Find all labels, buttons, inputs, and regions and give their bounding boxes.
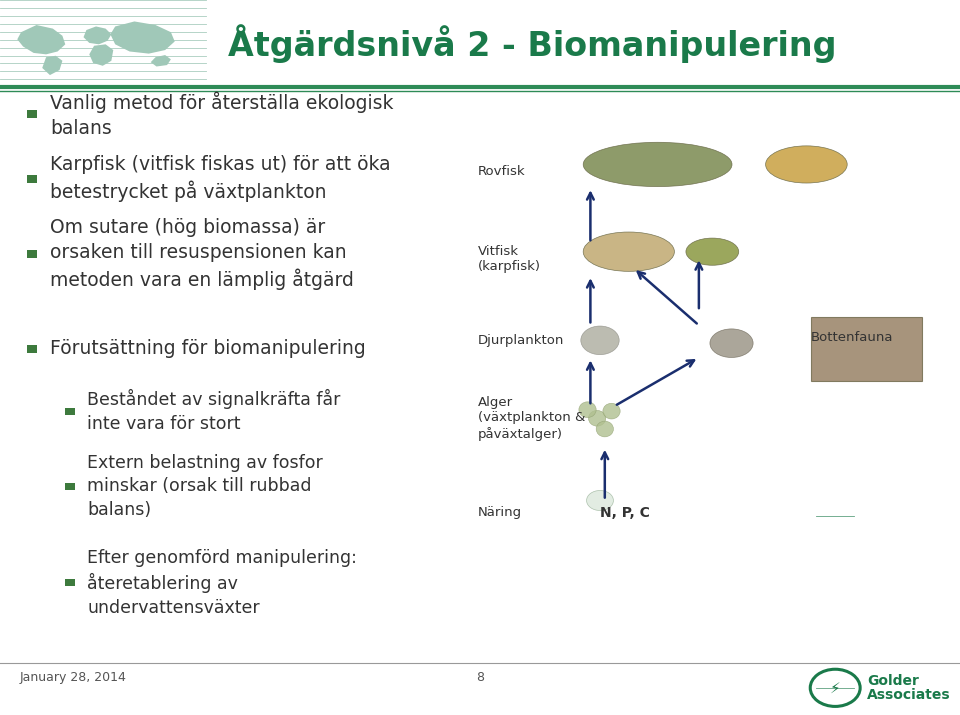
Text: Vitfisk
(karpfisk): Vitfisk (karpfisk)	[478, 245, 541, 273]
Text: Djurplankton: Djurplankton	[478, 334, 564, 347]
Text: Om sutare (hög biomassa) är
orsaken till resuspensionen kan
metoden vara en lämp: Om sutare (hög biomassa) är orsaken till…	[50, 217, 354, 290]
Text: Beståndet av signalkräfta får
inte vara för stort: Beståndet av signalkräfta får inte vara …	[87, 389, 341, 433]
Ellipse shape	[603, 403, 620, 419]
Ellipse shape	[584, 142, 732, 187]
Polygon shape	[17, 25, 65, 54]
Text: Förutsättning för biomanipulering: Förutsättning för biomanipulering	[50, 340, 366, 358]
FancyBboxPatch shape	[811, 317, 922, 381]
Text: January 28, 2014: January 28, 2014	[19, 671, 126, 684]
Text: Alger
(växtplankton &
påväxtalger): Alger (växtplankton & påväxtalger)	[478, 395, 586, 441]
Ellipse shape	[685, 238, 738, 265]
Bar	[65, 579, 75, 586]
Text: Extern belastning av fosfor
minskar (orsak till rubbad
balans): Extern belastning av fosfor minskar (ors…	[87, 453, 323, 519]
Ellipse shape	[765, 146, 847, 183]
Ellipse shape	[584, 232, 675, 272]
Circle shape	[587, 490, 613, 511]
Text: Efter genomförd manipulering:
återetablering av
undervattensväxter: Efter genomförd manipulering: återetable…	[87, 548, 357, 617]
Bar	[27, 345, 37, 352]
Text: Åtgärdsnivå 2 - Biomanipulering: Åtgärdsnivå 2 - Biomanipulering	[228, 24, 837, 63]
Bar	[0, 0, 960, 87]
Polygon shape	[84, 26, 111, 44]
Text: Golder: Golder	[867, 674, 919, 688]
Text: Rovfisk: Rovfisk	[478, 165, 526, 178]
Bar	[27, 250, 37, 257]
Ellipse shape	[709, 329, 753, 358]
Polygon shape	[42, 56, 62, 75]
Bar	[27, 110, 37, 118]
Polygon shape	[110, 21, 175, 54]
Bar	[27, 174, 37, 183]
Text: Karpfisk (vitfisk fiskas ut) för att öka
betestrycket på växtplankton: Karpfisk (vitfisk fiskas ut) för att öka…	[50, 155, 391, 202]
Polygon shape	[151, 55, 171, 66]
Ellipse shape	[581, 326, 619, 355]
Text: Vanlig metod för återställa ekologisk
balans: Vanlig metod för återställa ekologisk ba…	[50, 91, 394, 138]
Text: ⚡: ⚡	[829, 681, 841, 695]
Text: Associates: Associates	[867, 688, 950, 702]
Ellipse shape	[588, 410, 606, 426]
Text: N, P, C: N, P, C	[600, 506, 650, 520]
Text: Bottenfauna: Bottenfauna	[811, 331, 894, 344]
Text: Näring: Näring	[478, 506, 522, 519]
Ellipse shape	[579, 402, 596, 418]
Ellipse shape	[596, 421, 613, 437]
Polygon shape	[89, 44, 113, 66]
Bar	[65, 408, 75, 415]
Text: 8: 8	[476, 671, 484, 684]
Bar	[65, 483, 75, 490]
